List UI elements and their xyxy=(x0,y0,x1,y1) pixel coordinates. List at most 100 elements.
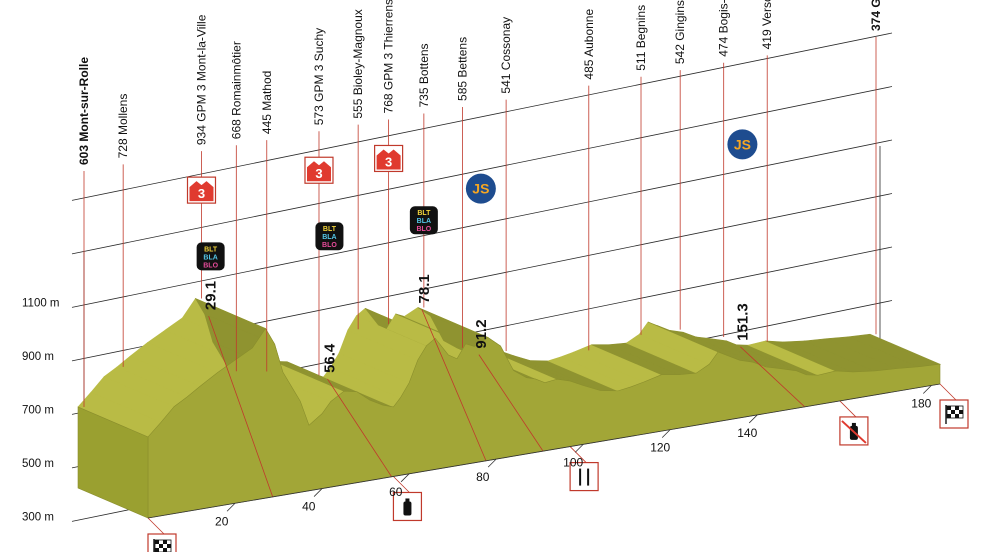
place-label: 668 Romainmôtier xyxy=(229,41,243,139)
x-tick-label: 40 xyxy=(302,500,316,514)
place-label: 445 Mathod xyxy=(260,71,274,134)
bonus-marker: JS xyxy=(465,173,496,204)
km-annotation: 151.3 xyxy=(734,303,751,341)
service-leader xyxy=(939,383,957,401)
x-tick-label: 60 xyxy=(389,485,403,499)
flag-check xyxy=(959,414,963,418)
sprint-badge-text: BLO xyxy=(203,262,218,269)
axis-layer: 20 40 60 80 100 120 140 180 xyxy=(147,383,941,528)
sprint-badge-text: BLT xyxy=(417,210,431,217)
flag-check xyxy=(155,540,159,544)
place-label: 541 Cossonay xyxy=(499,17,513,94)
flag-check xyxy=(951,406,955,410)
x-tick-label: 20 xyxy=(215,514,229,528)
start-flag-marker xyxy=(147,517,177,552)
place-label: 603 Mont-sur-Rolle xyxy=(77,57,91,165)
km-annotation: 56.4 xyxy=(321,343,338,373)
feed-zone-bottle-marker xyxy=(392,476,423,522)
x-axis-line xyxy=(147,383,941,519)
service-box xyxy=(392,491,423,522)
sprint-badge-text: BLO xyxy=(416,226,431,233)
flag-check xyxy=(959,406,963,410)
service-leader xyxy=(147,517,165,535)
feed-zone-cutlery-marker xyxy=(569,446,599,492)
flag-check xyxy=(155,544,159,548)
place-label: 735 Bottens xyxy=(417,43,431,107)
bonus-circle xyxy=(727,129,758,160)
y-tick-label: 500 m xyxy=(22,458,54,470)
service-box xyxy=(569,461,599,492)
x-tick xyxy=(923,385,932,394)
bonus-text: JS xyxy=(472,181,489,197)
km-annotation: 91.2 xyxy=(473,319,490,348)
place-label: 555 Bioley-Magnoux xyxy=(351,9,365,118)
flag-check xyxy=(947,410,951,414)
x-tick xyxy=(661,429,671,438)
place-label: 573 GPM 3 Suchy xyxy=(312,28,326,125)
no-feed-bottle-marker xyxy=(839,400,869,446)
place-label: 585 Bettens xyxy=(456,37,470,101)
markers-layer: 333BLTBLABLOBLTBLABLOBLTBLABLOJSJS29.156… xyxy=(147,129,969,552)
kom-category: 3 xyxy=(385,154,392,169)
gridline-upper xyxy=(71,86,893,255)
x-tick xyxy=(748,414,758,424)
place-labels: 603 Mont-sur-Rolle 728 Mollens 934 GPM 3 M… xyxy=(77,0,883,407)
place-label: 485 Aubonne xyxy=(582,9,596,80)
flag-check xyxy=(163,548,167,552)
flag-check xyxy=(163,540,167,544)
flag-check xyxy=(163,544,167,548)
sprint-badge-text: BLT xyxy=(204,246,218,253)
flag-check xyxy=(947,406,951,410)
km-dropline xyxy=(740,346,805,407)
place-label: 511 Begnins xyxy=(634,5,648,71)
bonus-marker: JS xyxy=(727,129,758,160)
y-tick-label: 1100 m xyxy=(22,297,60,309)
km-dropline xyxy=(208,315,274,497)
sprint-badge-text: BLT xyxy=(323,226,337,233)
kom-marker: 3 xyxy=(186,176,217,204)
x-tick-label: 100 xyxy=(563,455,583,469)
x-tick xyxy=(400,473,410,483)
km-dropline xyxy=(327,378,392,477)
flag-check xyxy=(167,540,171,544)
gridline-1100 xyxy=(71,139,893,308)
flag-check xyxy=(159,540,163,544)
y-tick-label: 900 m xyxy=(22,351,54,363)
place-label: 419 Versoix xyxy=(760,0,774,49)
y-tick-label: 300 m xyxy=(22,511,54,523)
place-label: 728 Mollens xyxy=(116,94,130,159)
place-label: 934 GPM 3 Mont-la-Ville xyxy=(194,14,208,145)
x-tick-label: 180 xyxy=(911,396,931,410)
x-tick-label: 140 xyxy=(737,426,757,440)
flag-check xyxy=(959,410,963,414)
x-tick-label: 120 xyxy=(650,441,670,455)
km-annotation: 78.1 xyxy=(416,274,433,303)
flag-check xyxy=(167,548,171,552)
flag-check xyxy=(955,406,959,410)
sprint-badge-text: BLA xyxy=(322,234,336,241)
x-tick xyxy=(574,444,584,453)
x-tick-label: 80 xyxy=(476,470,490,484)
prohibited-slash xyxy=(841,420,867,444)
flag-check xyxy=(955,414,959,418)
flag-check xyxy=(155,548,159,552)
place-label: 542 Gingins xyxy=(673,0,687,64)
sprint-badge-text: BLO xyxy=(322,242,337,249)
y-tick-label: 700 m xyxy=(22,404,54,416)
kom-category: 3 xyxy=(198,186,205,201)
place-label: 374 Genève xyxy=(869,0,883,31)
kom-marker: 3 xyxy=(374,144,404,173)
flag-outline xyxy=(946,405,964,419)
km-dropline xyxy=(478,354,544,452)
x-tick xyxy=(313,488,323,497)
kom-marker: 3 xyxy=(304,156,334,184)
km-annotation: 29.1 xyxy=(203,281,220,310)
sprint-badge-bg xyxy=(315,222,344,251)
bottle-cap xyxy=(851,422,856,427)
service-leader xyxy=(569,446,587,463)
flag-check xyxy=(951,414,955,418)
kom-category: 3 xyxy=(315,166,322,181)
